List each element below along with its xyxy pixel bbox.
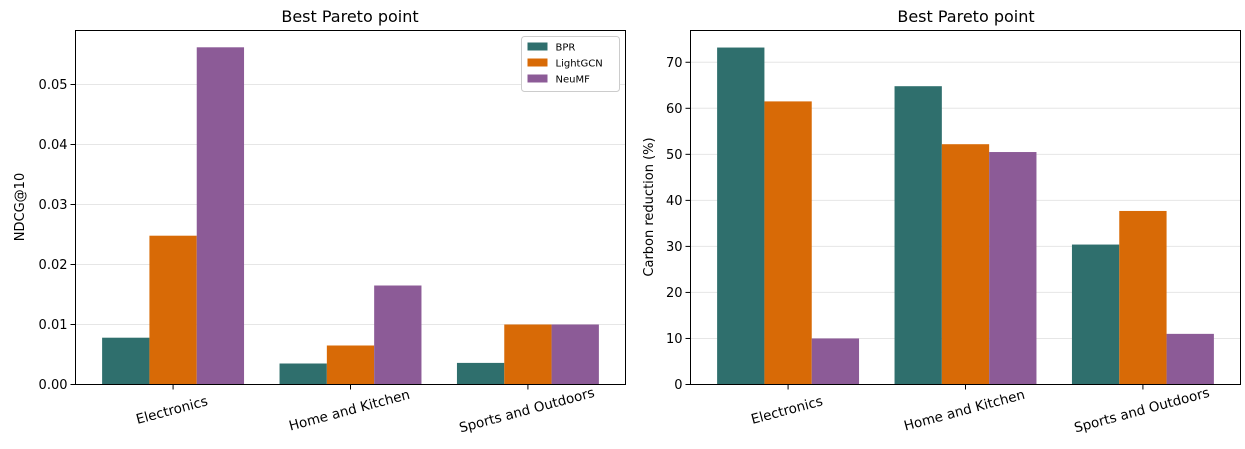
legend-label: LightGCN	[556, 59, 603, 70]
bar-lightgcn	[149, 235, 197, 385]
bar-bpr	[102, 337, 150, 385]
y-axis-label: Carbon reduction (%)	[642, 137, 657, 276]
x-ticks: Electronics Home and Kitchen Sports and Ou…	[134, 384, 596, 437]
bar-bpr	[279, 363, 327, 385]
x-tick-label: Sports and Outdoors	[1072, 385, 1211, 437]
x-tick-label: Home and Kitchen	[902, 387, 1026, 435]
bar-bpr	[717, 47, 765, 385]
legend-swatch	[527, 42, 548, 51]
x-tick-label: Electronics	[134, 393, 209, 427]
y-ticks: 0 10 20 30 40 50 60 70	[666, 56, 691, 393]
bar-neumf	[811, 338, 860, 385]
y-tick-label: 30	[666, 240, 683, 255]
legend: BPR LightGCN NeuMF	[521, 36, 620, 92]
chart-title: Best Pareto point	[281, 7, 418, 26]
y-tick-label: 0.05	[39, 78, 68, 93]
y-axis-label: NDCG@10	[13, 173, 28, 241]
bar-bpr	[894, 86, 942, 385]
bars	[102, 47, 599, 385]
y-tick-label: 20	[666, 286, 683, 301]
y-tick-label: 0.04	[39, 138, 68, 153]
bar-lightgcn	[1119, 210, 1167, 385]
y-ticks: 0.00 0.01 0.02 0.03 0.04 0.05	[39, 78, 76, 393]
y-tick-label: 40	[666, 194, 683, 209]
bar-lightgcn	[326, 345, 375, 385]
y-tick-label: 0.01	[39, 318, 68, 333]
y-tick-label: 0	[674, 378, 682, 393]
bar-neumf	[551, 324, 599, 385]
bar-neumf	[989, 152, 1037, 385]
bar-neumf	[1166, 333, 1214, 385]
plot-frame	[75, 30, 626, 385]
y-tick-label: 60	[666, 102, 683, 117]
legend-label: BPR	[556, 43, 576, 54]
plot-frame	[690, 30, 1241, 385]
x-tick-label: Electronics	[749, 393, 824, 427]
x-tick-label: Sports and Outdoors	[457, 385, 596, 437]
x-ticks: Electronics Home and Kitchen Sports and Ou…	[749, 384, 1211, 437]
y-tick-label: 0.03	[39, 198, 68, 213]
y-tick-label: 0.00	[39, 378, 68, 393]
bar-lightgcn	[764, 101, 812, 385]
y-tick-label: 0.02	[39, 258, 68, 273]
bar-neumf	[196, 47, 245, 385]
x-tick-label: Home and Kitchen	[287, 387, 411, 435]
bars	[717, 47, 1214, 385]
y-tick-label: 50	[666, 148, 683, 163]
carbon-reduction-chart: Best Pareto point Carbon reduction (%) 0…	[642, 7, 1241, 436]
bar-lightgcn	[941, 144, 990, 385]
ndcg-chart: Best Pareto point NDCG@10 0.000.010.020.…	[13, 7, 626, 436]
y-tick-label: 10	[666, 332, 683, 347]
legend-label: NeuMF	[556, 75, 591, 86]
bar-lightgcn	[504, 324, 552, 385]
y-tick-label: 70	[666, 56, 683, 71]
legend-swatch	[527, 58, 548, 67]
chart-title: Best Pareto point	[897, 7, 1034, 26]
bar-neumf	[374, 285, 422, 385]
legend-swatch	[527, 74, 548, 83]
bar-bpr	[456, 362, 505, 385]
bar-bpr	[1071, 244, 1120, 385]
